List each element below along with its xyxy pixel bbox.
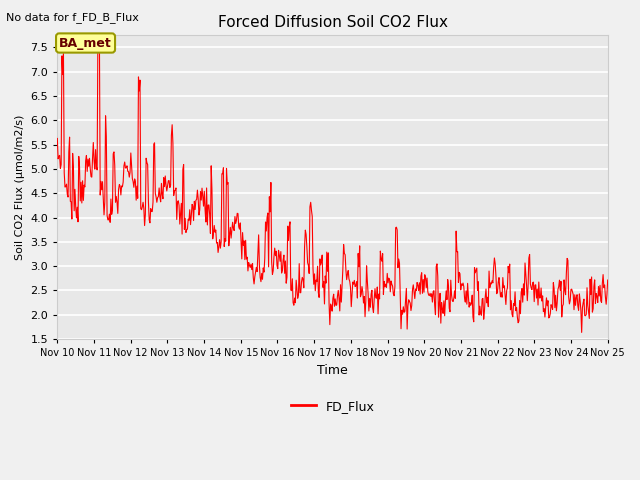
X-axis label: Time: Time	[317, 363, 348, 376]
Text: BA_met: BA_met	[59, 36, 112, 49]
Y-axis label: Soil CO2 Flux (μmol/m2/s): Soil CO2 Flux (μmol/m2/s)	[15, 114, 25, 260]
Title: Forced Diffusion Soil CO2 Flux: Forced Diffusion Soil CO2 Flux	[218, 15, 447, 30]
Text: No data for f_FD_B_Flux: No data for f_FD_B_Flux	[6, 12, 140, 23]
Legend: FD_Flux: FD_Flux	[285, 395, 380, 418]
